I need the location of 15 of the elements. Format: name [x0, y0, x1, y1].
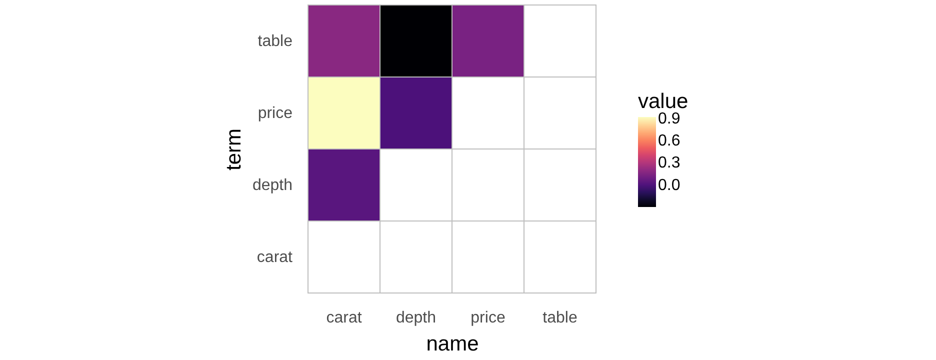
color-bar-label: 0.6	[658, 132, 680, 150]
y-axis-title: term	[222, 128, 246, 170]
y-tick-label: table	[258, 33, 293, 50]
x-tick-label: price	[470, 310, 506, 326]
x-tick-label: carat	[326, 310, 362, 326]
x-tick-label: table	[542, 310, 578, 326]
x-tick-label: depth	[396, 310, 436, 326]
y-tick-label: price	[258, 105, 293, 122]
legend-title: value	[638, 90, 688, 113]
y-tick-label: carat	[256, 249, 294, 266]
color-bar-label: 0.3	[658, 154, 680, 172]
y-tick-label: depth	[252, 177, 292, 194]
x-axis-title: name	[426, 332, 479, 356]
color-bar-label: 0.0	[658, 176, 680, 194]
color-bar-label: 0.9	[658, 110, 680, 128]
